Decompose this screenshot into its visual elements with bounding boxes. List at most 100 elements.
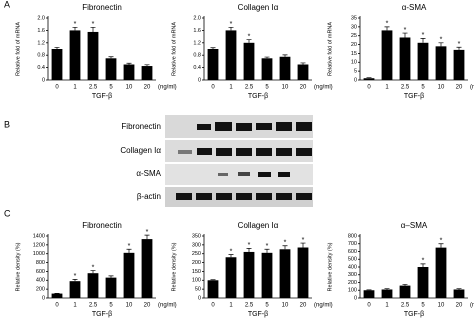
significance-mark: * [422,258,425,265]
error-bar [366,77,372,79]
bar [123,252,135,298]
y-axis-label: Relative fold of mRNA [171,22,177,76]
bar [141,66,153,80]
y-axis-label: Relative density (%) [171,242,177,291]
significance-mark: * [386,21,389,28]
bar [435,46,447,80]
panel-label: A [4,0,10,9]
x-tick-label: 5 [421,85,425,91]
error-bar [282,245,288,250]
y-tick-label: 50 [195,287,201,293]
bar [225,257,237,298]
x-axis-unit: (ng/ml) [314,303,333,309]
bar [381,289,393,298]
x-axis-unit: (ng/ml) [158,303,177,309]
blot-label: β-actin [137,192,161,201]
bar [261,252,273,298]
y-tick-label: 35 [351,15,357,21]
panel-label: B [4,119,10,129]
error-bar [384,288,390,290]
y-axis-label: Relative fold of mRNA [327,22,333,76]
x-tick-label: 0 [367,85,371,91]
y-tick-label: 1000 [33,251,45,257]
error-bar [402,32,408,38]
significance-mark: * [74,273,77,280]
error-bar [90,26,96,32]
bar [243,251,255,298]
significance-mark: * [74,21,77,28]
x-tick-label: 5 [265,85,269,91]
bar [399,285,411,298]
bar [399,37,411,80]
bar [105,58,117,80]
significance-mark: * [92,21,95,28]
x-tick-label: 10 [126,303,133,309]
bar [435,247,447,298]
chart-title: α-SMA [402,3,427,12]
significance-mark: * [302,237,305,244]
y-tick-label: 200 [36,287,45,293]
significance-mark: * [92,264,95,271]
error-bar [246,39,252,43]
bar [363,78,375,80]
error-bar [246,248,252,252]
error-bar [420,38,426,43]
y-tick-label: 300 [192,242,201,248]
error-bar [126,62,132,65]
x-tick-label: 5 [109,85,113,91]
x-tick-label: 10 [126,85,133,91]
bar [297,64,309,80]
y-tick-label: 400 [348,264,357,270]
error-bar [456,46,462,50]
x-tick-label: 2.5 [401,85,410,91]
y-tick-label: 1.6 [193,28,201,34]
error-bar [384,26,390,31]
y-axis-label: Relative density (%) [15,242,21,291]
y-tick-label: 20 [351,42,357,48]
x-tick-label: 2.5 [245,85,254,91]
significance-mark: * [440,37,443,44]
x-tick-label: 0 [367,303,371,309]
error-bar [456,288,462,290]
y-tick-label: 2.0 [37,15,45,21]
chart-title: Collagen Iα [238,3,279,12]
y-tick-label: 600 [36,269,45,275]
y-tick-label: 0.4 [37,65,45,71]
x-tick-label: 0 [55,303,59,309]
error-bar [144,64,150,67]
y-tick-label: 1200 [33,242,45,248]
bar [123,64,135,80]
x-tick-label: 1 [73,85,77,91]
x-tick-label: 1 [73,303,77,309]
bar [453,49,465,80]
significance-mark: * [128,243,131,250]
blot-label: Collagen Iα [120,146,161,155]
bar [279,249,291,298]
y-tick-label: 1400 [33,233,45,239]
y-tick-label: 1.6 [37,28,45,34]
x-tick-label: 20 [300,85,307,91]
error-bar [438,243,444,248]
y-tick-label: 0.4 [193,65,201,71]
error-bar [300,242,306,248]
blot-label: Fibronectin [121,122,161,131]
x-axis-label: TGF-β [248,311,268,318]
x-tick-label: 1 [385,85,389,91]
bar [279,56,291,80]
x-axis-unit: (ng/ml) [314,85,333,91]
y-tick-label: 350 [192,233,201,239]
bar [87,31,99,80]
chart-title: Fibronectin [82,3,122,12]
y-tick-label: 0.8 [193,53,201,59]
x-tick-label: 2.5 [401,303,410,309]
error-bar [228,254,234,258]
y-tick-label: 5 [354,69,357,75]
bar [69,30,81,80]
bar [417,267,429,298]
error-bar [108,56,114,59]
significance-mark: * [230,21,233,28]
significance-mark: * [146,229,149,236]
y-tick-label: 0 [42,77,45,83]
x-tick-label: 20 [300,303,307,309]
